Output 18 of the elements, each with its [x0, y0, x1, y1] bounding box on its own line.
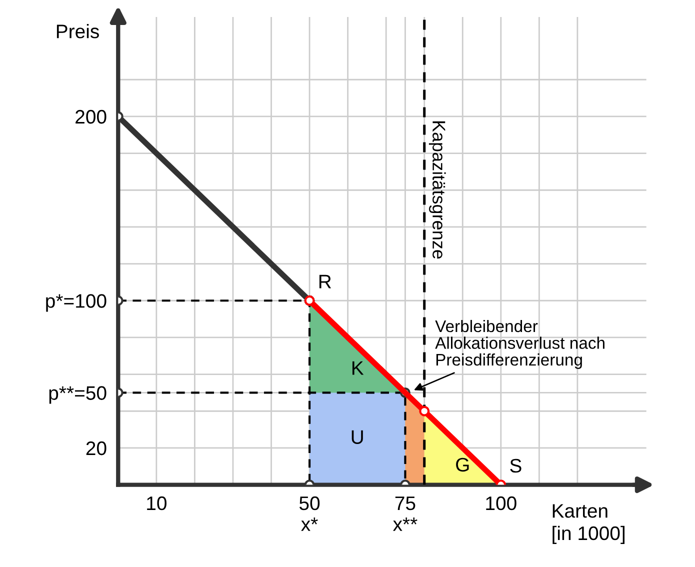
series-label: U [352, 430, 363, 444]
annotation: S [510, 458, 522, 473]
ref-line-label: Kapazitätsgrenze [428, 121, 446, 259]
point [419, 406, 430, 416]
y-tick-label: p*=100 [46, 294, 106, 312]
x-tick-label: 50 x* [299, 496, 320, 531]
y-tick-label: p**=50 [49, 386, 106, 404]
y-axis-title: Preis [56, 24, 99, 38]
x-tick-label: 100 [486, 496, 516, 510]
y-tick-label: 200 [76, 110, 106, 124]
x-axis-title: Karten [in 1000] [552, 504, 624, 544]
annotation: Verbleibender Allokationsverlust nach Preisdifferenzierung [435, 320, 604, 369]
annotation: R [319, 274, 331, 288]
x-tick-label: 10 [147, 496, 166, 510]
x-tick-label: 75 x** [393, 496, 418, 531]
series-label: K [352, 361, 364, 375]
y-tick-label: 20 [86, 441, 106, 456]
series-label: G [456, 458, 469, 472]
